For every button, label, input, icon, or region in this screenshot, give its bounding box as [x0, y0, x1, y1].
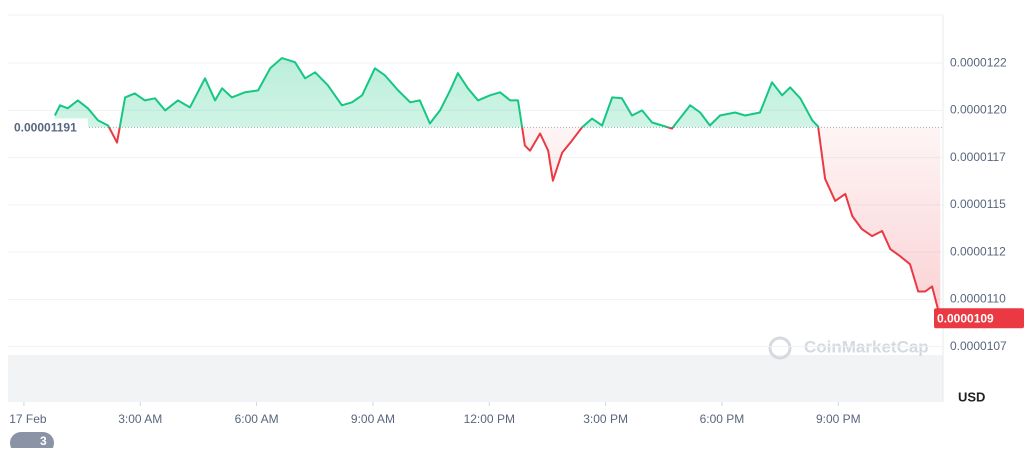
x-tick-label: 9:00 PM	[816, 412, 861, 426]
current-price-label: 0.0000109	[937, 311, 994, 325]
volume-area	[8, 355, 943, 402]
badge-count: 3	[40, 434, 47, 448]
y-tick-label: 0.0000107	[950, 339, 1007, 353]
y-tick-label: 0.0000120	[950, 103, 1007, 117]
baseline-label: 0.00001191	[14, 121, 77, 135]
y-tick-label: 0.0000110	[950, 292, 1006, 306]
x-tick-label: 6:00 AM	[235, 412, 279, 426]
watermark-logo	[768, 336, 792, 360]
current-price-tag	[934, 308, 1024, 329]
y-tick-label: 0.0000112	[950, 244, 1006, 258]
y-tick-label: 0.0000115	[950, 197, 1006, 211]
y-tick-label: 0.0000117	[950, 150, 1006, 164]
y-tick-label: 0.0000122	[950, 55, 1007, 69]
price-line	[54, 57, 942, 319]
x-tick-label: 6:00 PM	[700, 412, 745, 426]
x-tick-label: 12:00 PM	[464, 412, 515, 426]
baseline-label-bg	[8, 118, 88, 137]
history-badge[interactable]	[10, 432, 54, 453]
x-tick-label: 3:00 AM	[118, 412, 162, 426]
price-area	[54, 58, 941, 319]
currency-label: USD	[958, 389, 985, 404]
x-tick-label: 9:00 AM	[351, 412, 395, 426]
x-tick-label: 17 Feb	[9, 412, 47, 426]
x-tick-label: 3:00 PM	[583, 412, 628, 426]
